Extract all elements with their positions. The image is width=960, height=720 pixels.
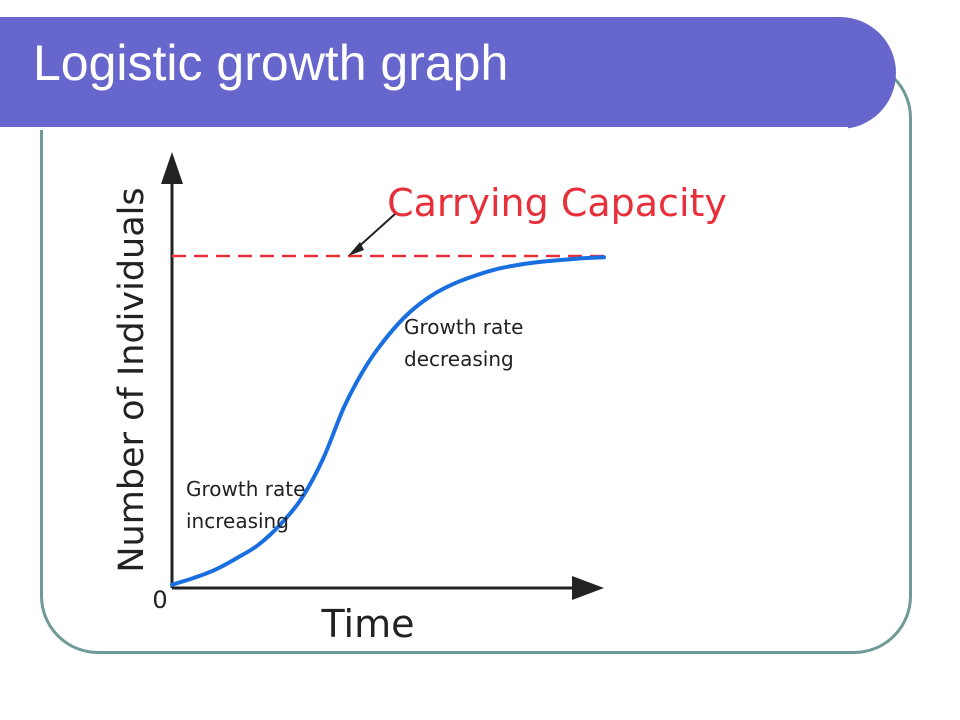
origin-label: 0 [152, 586, 167, 614]
annotation-increasing-line2: increasing [186, 509, 289, 533]
logistic-curve [170, 255, 606, 587]
carrying-capacity-pointer [354, 213, 396, 251]
carrying-capacity-pointer-head [348, 242, 364, 256]
annotation-decreasing: Growth rate decreasing [404, 315, 523, 371]
annotation-decreasing-line1: Growth rate [404, 315, 523, 339]
slide-title: Logistic growth graph [33, 35, 509, 91]
title-band [0, 17, 896, 129]
annotation-increasing: Growth rate increasing [186, 477, 305, 533]
x-axis-label: Time [321, 602, 415, 646]
carrying-capacity-label: Carrying Capacity [387, 181, 727, 225]
y-axis-label: Number of Individuals [112, 187, 152, 572]
annotation-decreasing-line2: decreasing [404, 347, 514, 371]
annotation-increasing-line1: Growth rate [186, 477, 305, 501]
y-axis-arrow [161, 152, 183, 184]
title-underline [0, 127, 848, 130]
x-axis-arrow [572, 576, 604, 600]
